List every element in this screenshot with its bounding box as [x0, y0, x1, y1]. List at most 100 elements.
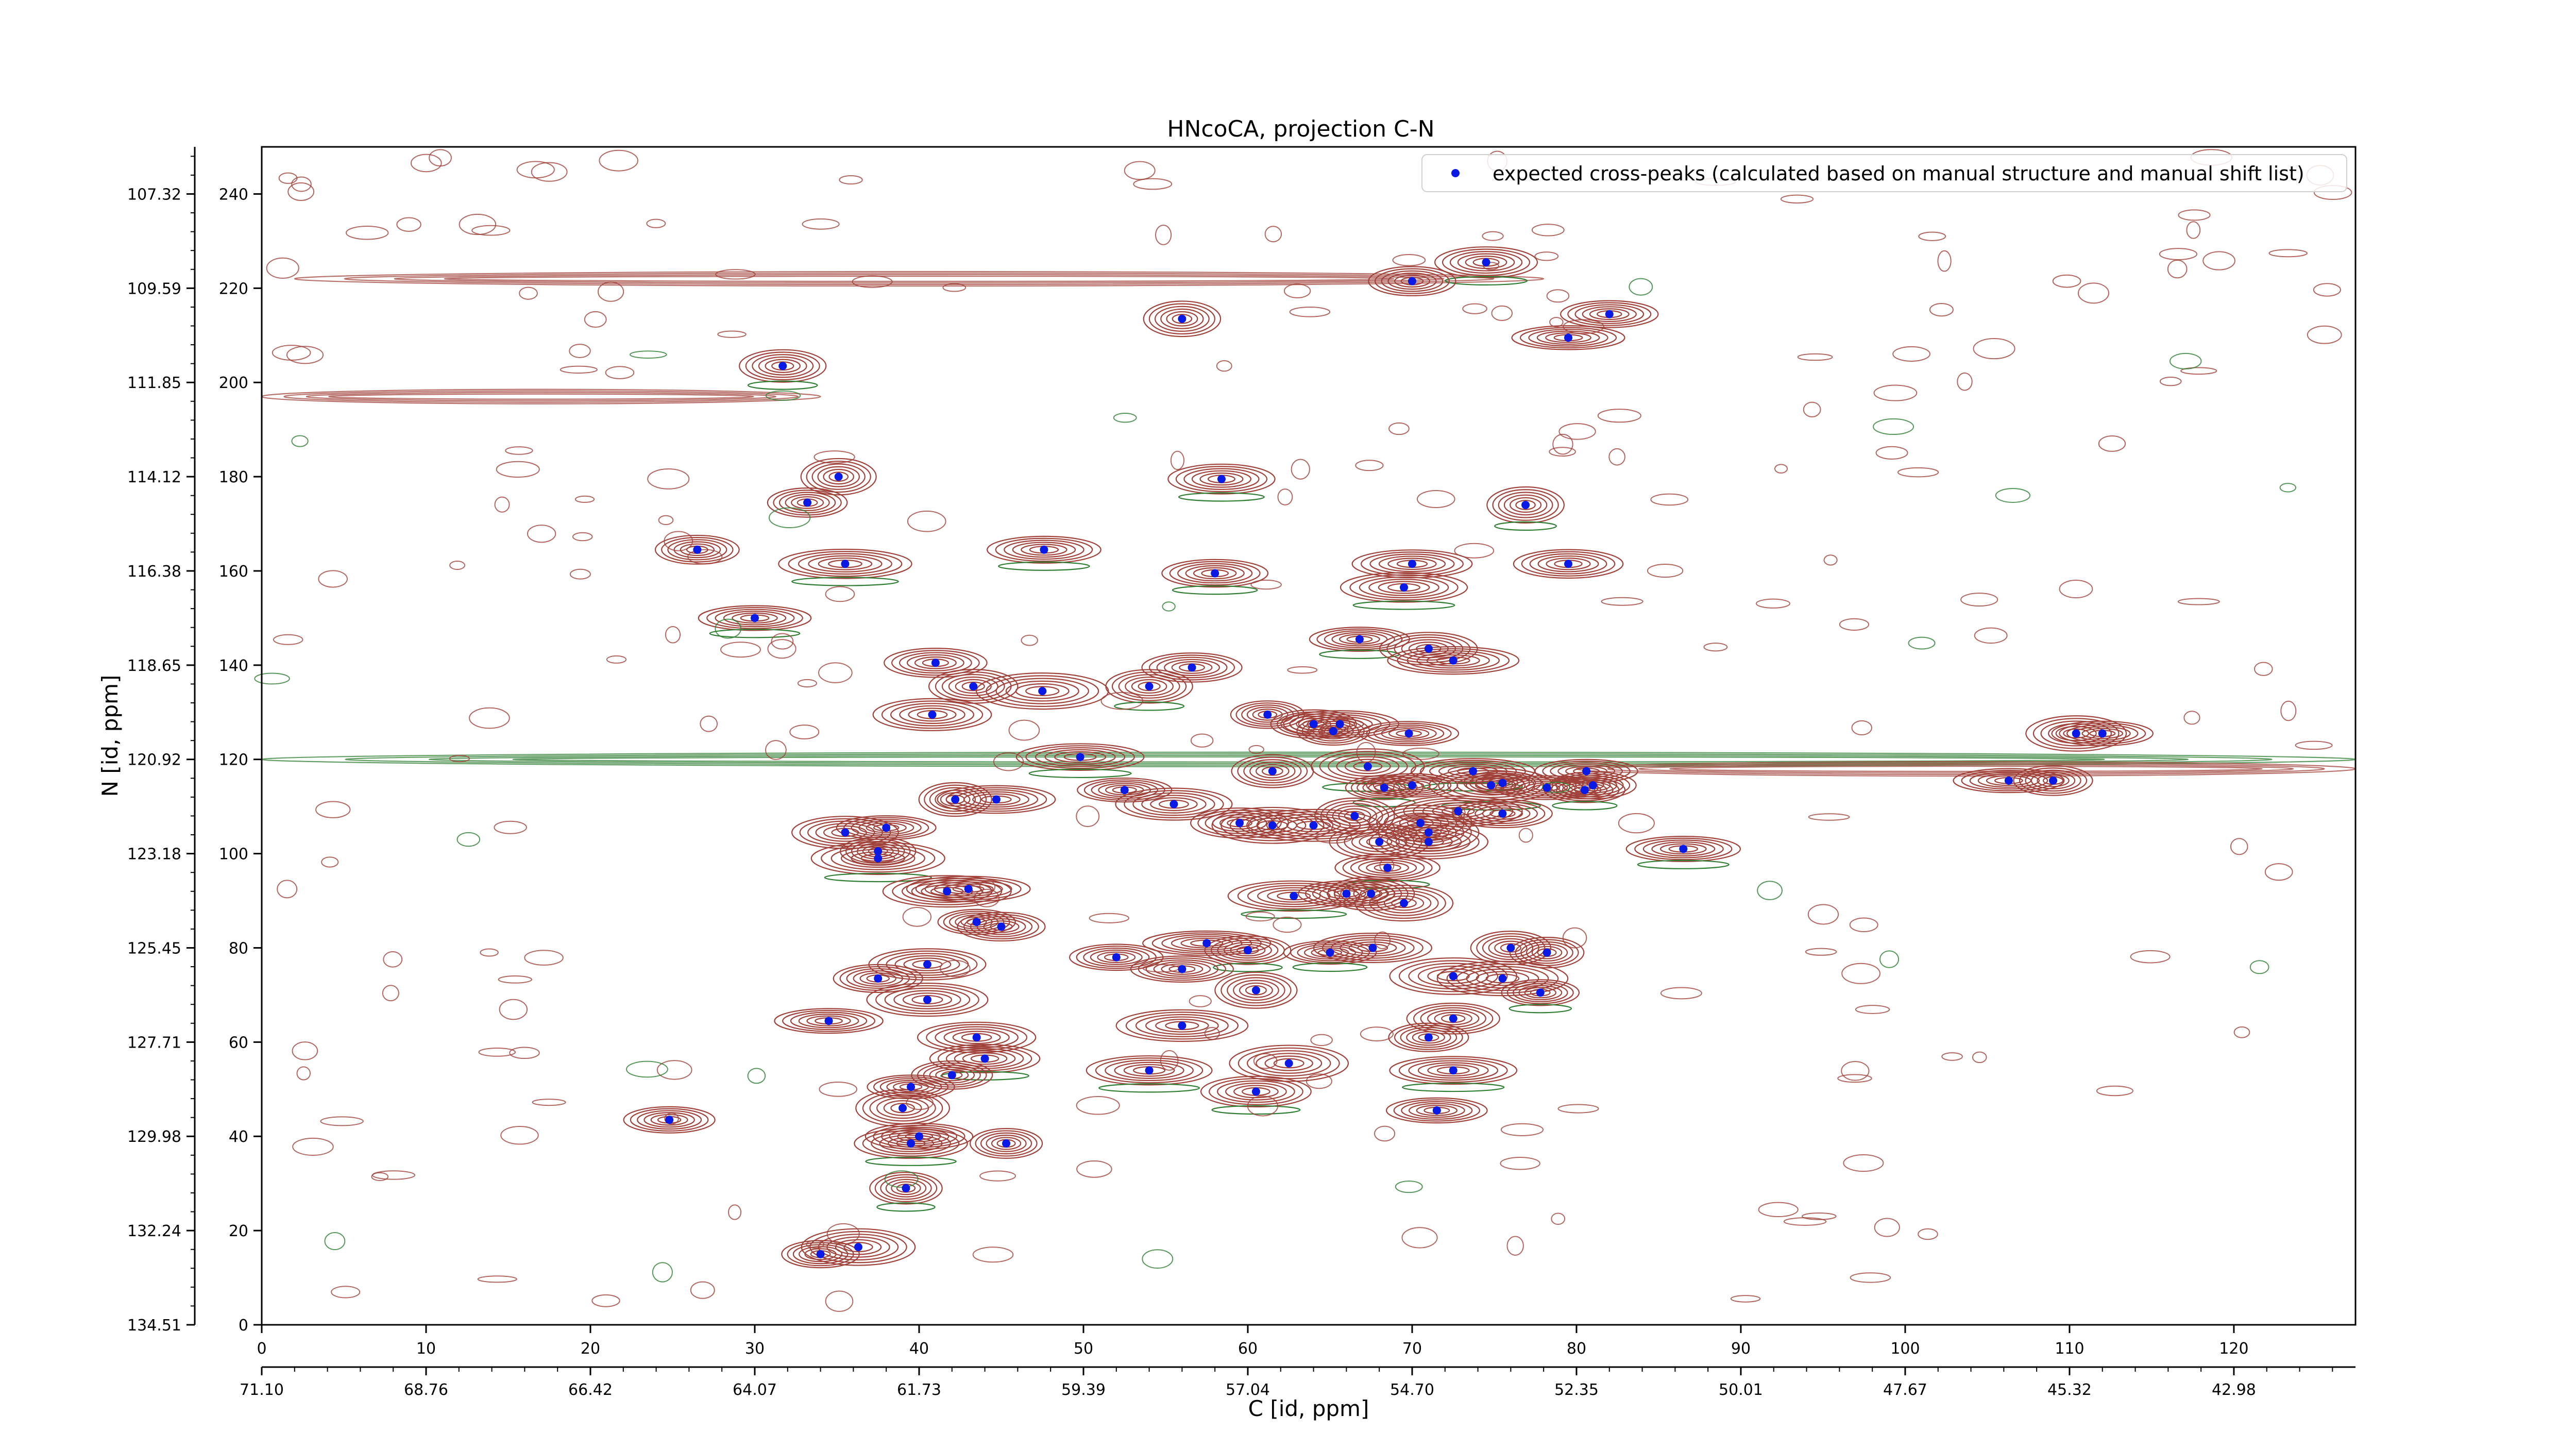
contour-level — [623, 1106, 716, 1134]
expected-peak-marker — [1145, 682, 1154, 690]
contour-level — [732, 612, 778, 624]
contour-level — [1368, 266, 1456, 296]
contour-level — [1466, 778, 1517, 793]
contour-level — [906, 875, 1031, 902]
x-ppm-tick-label: 42.98 — [2212, 1381, 2256, 1399]
contour-level — [1546, 558, 1591, 570]
noise-contour — [345, 226, 389, 240]
contour-level — [995, 537, 1093, 562]
expected-peak-marker — [1268, 767, 1277, 776]
contour-level — [1524, 987, 1556, 999]
contour-level — [2037, 774, 2070, 787]
contour-level — [654, 534, 740, 565]
contour-level — [891, 1181, 921, 1195]
noise-contour — [825, 586, 855, 602]
contour-level — [1354, 884, 1454, 922]
contour-level — [788, 551, 903, 577]
noise-contour — [1500, 1123, 1544, 1136]
contour-level — [924, 784, 987, 815]
contour-level — [661, 537, 734, 563]
y-index-tick-label: 220 — [219, 280, 248, 298]
noise-contour — [584, 311, 607, 328]
contour-level — [1567, 302, 1652, 326]
noise-contour — [1837, 1074, 1872, 1083]
contour-level — [723, 611, 787, 626]
contour-level — [1004, 540, 1084, 560]
contour-level — [1200, 1075, 1312, 1108]
contour-level — [1562, 782, 1608, 798]
x-ppm-tick-label: 50.01 — [1719, 1381, 1763, 1399]
y-index-tick-label: 0 — [239, 1317, 248, 1335]
contour-level — [1221, 810, 1325, 841]
noise-contour — [2077, 282, 2110, 304]
contour-level — [1233, 980, 1279, 1001]
x-index-tick-label: 40 — [909, 1340, 929, 1358]
expected-peak-marker — [854, 1243, 862, 1252]
noise-contour — [266, 257, 299, 279]
contour-layer — [254, 149, 2357, 1312]
expected-peak-marker — [1309, 821, 1318, 830]
contour-level — [1246, 1050, 1331, 1077]
noise-contour — [826, 1223, 860, 1244]
contour-level — [1359, 576, 1449, 599]
contour-level — [1273, 1058, 1304, 1069]
contour-level — [2081, 728, 2124, 739]
contour-level — [934, 881, 1003, 897]
contour-level — [1164, 659, 1220, 676]
contour-level — [2019, 767, 2088, 794]
x-index-tick-label: 90 — [1731, 1340, 1751, 1358]
contour-level — [1500, 943, 1521, 953]
contour-level — [1406, 1002, 1500, 1035]
noise-contour — [278, 172, 298, 184]
expected-peak-marker — [964, 885, 973, 894]
expected-peak-marker — [899, 1104, 907, 1113]
noise-contour — [940, 959, 971, 978]
contour-level — [1429, 762, 1517, 781]
noise-contour — [768, 507, 811, 529]
legend-marker-icon — [1451, 169, 1460, 177]
noise-contour — [1248, 745, 1264, 754]
noise-contour — [1245, 911, 1275, 922]
contour-level — [815, 823, 875, 842]
contour-ridge — [345, 753, 2273, 766]
x-ppm-tick-label: 59.39 — [1061, 1381, 1106, 1399]
contour-negative — [747, 380, 818, 390]
expected-peak-marker — [1400, 899, 1409, 907]
noise-contour — [646, 218, 666, 228]
contour-level — [1953, 768, 2065, 794]
noise-contour — [1388, 422, 1410, 435]
expected-peak-marker — [1290, 891, 1298, 900]
noise-contour — [1549, 447, 1576, 457]
noise-contour — [1204, 1026, 1220, 1040]
contour-negative — [1114, 701, 1185, 711]
noise-contour — [1849, 917, 1878, 932]
noise-contour — [664, 1113, 679, 1125]
expected-peak-marker — [1350, 812, 1359, 820]
contour-level — [1086, 1055, 1213, 1086]
noise-contour — [2183, 711, 2200, 725]
contour-level — [1408, 1103, 1465, 1118]
expected-peak-marker — [1482, 258, 1490, 267]
noise-contour — [1597, 409, 1641, 423]
noise-contour — [1291, 459, 1310, 480]
contour-level — [1214, 971, 1298, 1009]
y-index-tick-label: 240 — [219, 186, 248, 204]
noise-contour — [1841, 963, 1880, 984]
noise-contour — [1124, 161, 1156, 180]
contour-level — [1118, 674, 1180, 699]
contour-level — [902, 992, 952, 1007]
noise-contour — [1253, 1053, 1278, 1069]
contour-level — [1166, 311, 1198, 327]
noise-contour — [1801, 1212, 1837, 1220]
noise-contour — [2249, 960, 2269, 974]
noise-contour — [1941, 1052, 1963, 1061]
contour-level — [1321, 935, 1423, 961]
contour-level — [1150, 797, 1198, 812]
contour-level — [908, 707, 957, 722]
contour-level — [1393, 1099, 1481, 1122]
noise-contour — [509, 1047, 540, 1059]
noise-contour — [1506, 1236, 1524, 1256]
noise-contour — [2096, 1085, 2133, 1097]
expected-peak-marker — [992, 795, 1001, 804]
expected-peak-marker — [1363, 762, 1372, 771]
